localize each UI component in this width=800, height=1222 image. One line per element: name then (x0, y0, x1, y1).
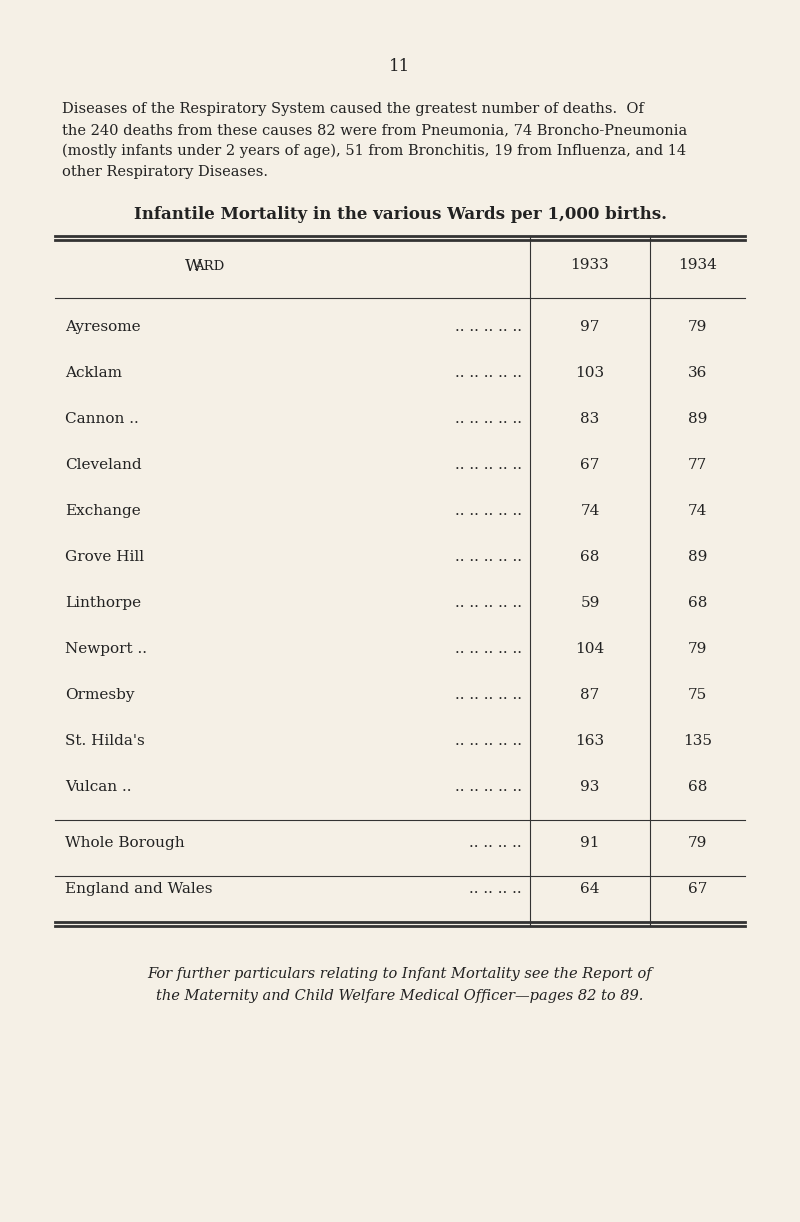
Text: 79: 79 (688, 320, 707, 334)
Text: 79: 79 (688, 642, 707, 656)
Text: .. .. .. .. ..: .. .. .. .. .. (455, 734, 522, 748)
Text: 79: 79 (688, 836, 707, 851)
Text: the Maternity and Child Welfare Medical Officer—pages 82 to 89.: the Maternity and Child Welfare Medical … (156, 989, 644, 1003)
Text: 64: 64 (580, 882, 600, 896)
Text: 36: 36 (688, 367, 707, 380)
Text: other Respiratory Diseases.: other Respiratory Diseases. (62, 165, 268, 178)
Text: the 240 deaths from these causes 82 were from Pneumonia, 74 Broncho-Pneumonia: the 240 deaths from these causes 82 were… (62, 123, 687, 137)
Text: 74: 74 (688, 503, 707, 518)
Text: W: W (185, 258, 202, 275)
Text: 74: 74 (580, 503, 600, 518)
Text: Vulcan ..: Vulcan .. (65, 780, 131, 794)
Text: Grove Hill: Grove Hill (65, 550, 144, 565)
Text: Ormesby: Ormesby (65, 688, 134, 701)
Text: .. .. .. .. ..: .. .. .. .. .. (455, 596, 522, 610)
Text: 1934: 1934 (678, 258, 717, 273)
Text: 91: 91 (580, 836, 600, 851)
Text: .. .. .. .. ..: .. .. .. .. .. (455, 458, 522, 472)
Text: 11: 11 (390, 57, 410, 75)
Text: .. .. .. .. ..: .. .. .. .. .. (455, 688, 522, 701)
Text: 68: 68 (688, 780, 707, 794)
Text: 87: 87 (580, 688, 600, 701)
Text: 77: 77 (688, 458, 707, 472)
Text: .. .. .. .. ..: .. .. .. .. .. (455, 503, 522, 518)
Text: Cleveland: Cleveland (65, 458, 142, 472)
Text: 59: 59 (580, 596, 600, 610)
Text: 89: 89 (688, 412, 707, 426)
Text: .. .. .. .. ..: .. .. .. .. .. (455, 412, 522, 426)
Text: 68: 68 (580, 550, 600, 565)
Text: For further particulars relating to Infant Mortality see the Report of: For further particulars relating to Infa… (148, 967, 652, 981)
Text: 67: 67 (688, 882, 707, 896)
Text: St. Hilda's: St. Hilda's (65, 734, 145, 748)
Text: 163: 163 (575, 734, 605, 748)
Text: (mostly infants under 2 years of age), 51 from Bronchitis, 19 from Influenza, an: (mostly infants under 2 years of age), 5… (62, 144, 686, 159)
Text: Newport ..: Newport .. (65, 642, 147, 656)
Text: Exchange: Exchange (65, 503, 141, 518)
Text: .. .. .. .. ..: .. .. .. .. .. (455, 367, 522, 380)
Text: .. .. .. .. ..: .. .. .. .. .. (455, 550, 522, 565)
Text: Whole Borough: Whole Borough (65, 836, 185, 851)
Text: 135: 135 (683, 734, 712, 748)
Text: .. .. .. .. ..: .. .. .. .. .. (455, 780, 522, 794)
Text: 83: 83 (580, 412, 600, 426)
Text: .. .. .. .. ..: .. .. .. .. .. (455, 320, 522, 334)
Text: .. .. .. ..: .. .. .. .. (470, 882, 522, 896)
Text: .. .. .. ..: .. .. .. .. (470, 836, 522, 851)
Text: ARD: ARD (194, 259, 225, 273)
Text: 75: 75 (688, 688, 707, 701)
Text: 93: 93 (580, 780, 600, 794)
Text: Cannon ..: Cannon .. (65, 412, 138, 426)
Text: Ayresome: Ayresome (65, 320, 141, 334)
Text: Linthorpe: Linthorpe (65, 596, 141, 610)
Text: 89: 89 (688, 550, 707, 565)
Text: Infantile Mortality in the various Wards per 1,000 births.: Infantile Mortality in the various Wards… (134, 207, 666, 222)
Text: Acklam: Acklam (65, 367, 122, 380)
Text: 104: 104 (575, 642, 605, 656)
Text: Diseases of the Respiratory System caused the greatest number of deaths.  Of: Diseases of the Respiratory System cause… (62, 101, 644, 116)
Text: 97: 97 (580, 320, 600, 334)
Text: 68: 68 (688, 596, 707, 610)
Text: England and Wales: England and Wales (65, 882, 213, 896)
Text: 103: 103 (575, 367, 605, 380)
Text: .. .. .. .. ..: .. .. .. .. .. (455, 642, 522, 656)
Text: 67: 67 (580, 458, 600, 472)
Text: 1933: 1933 (570, 258, 610, 273)
